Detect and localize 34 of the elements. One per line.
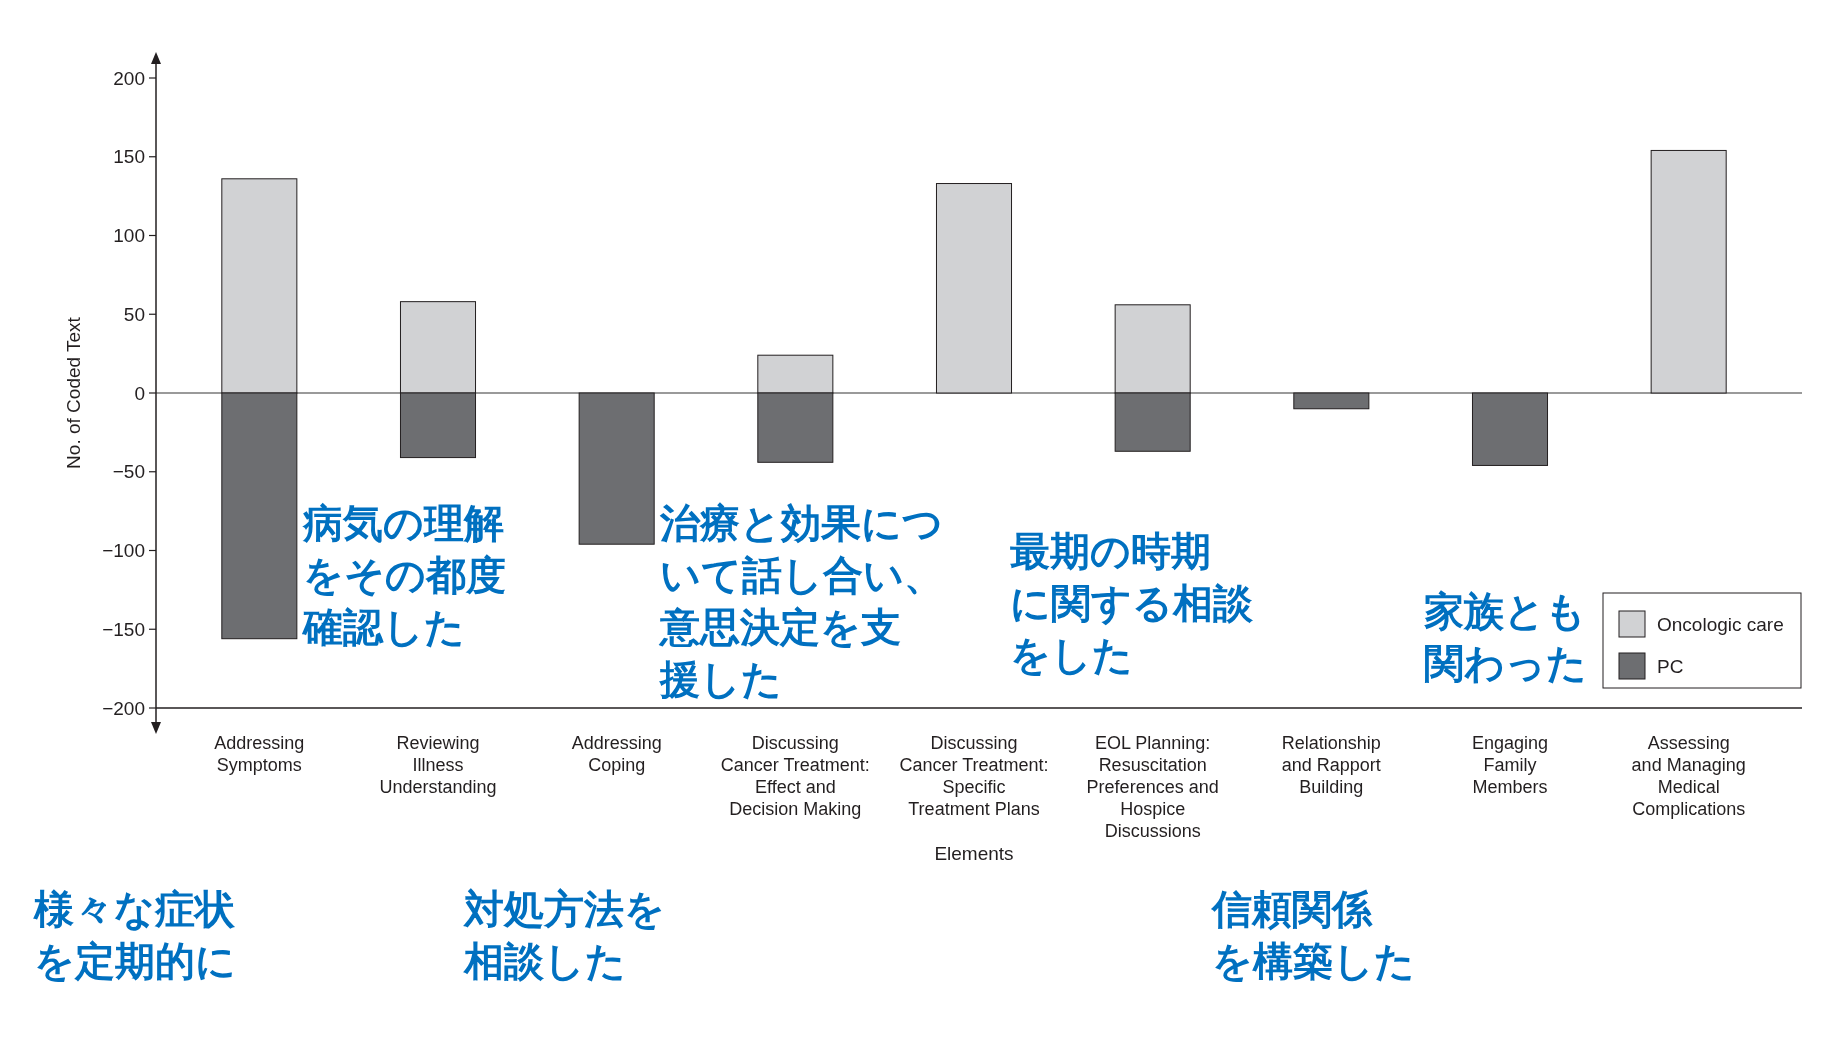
y-tick-label: −100 (102, 540, 145, 562)
text: 対処方法を相談した (463, 887, 665, 984)
bar (578, 392, 655, 545)
legend-label: Oncologic care (1657, 613, 1784, 635)
legend-label: PC (1657, 655, 1684, 677)
bar (1471, 392, 1549, 466)
x-tick-label: EOL Planning: Resuscitation Preferences and Hospice Discussions (1086, 733, 1219, 842)
y-tick-label: 0 (134, 382, 145, 404)
y-tick-label: 200 (113, 67, 145, 89)
text: 様々な症状を定期的に (33, 887, 236, 984)
x-tick-label: Reviewing Illness Understanding (379, 733, 497, 798)
y-tick-label: −150 (102, 618, 145, 640)
text: 信頼関係を構築した (1210, 887, 1415, 984)
y-axis-title: No. of Coded Text (63, 316, 84, 469)
x-tick-label: Addressing Coping (571, 733, 662, 776)
annotation: 治療と効果について話し合い、意思決定を支援した (658, 501, 944, 702)
x-tick-label: Discussing Cancer Treatment: Effect and Decision Making (720, 733, 870, 820)
y-tick-label: −200 (102, 697, 145, 719)
annotation: 最期の時期に関する相談をした (1010, 529, 1254, 678)
x-tick-label: Discussing Cancer Treatment: Specific Treatment Plans (899, 733, 1049, 820)
y-tick-label: 100 (113, 225, 145, 247)
x-tick-label: Engaging Family Members (1471, 733, 1549, 798)
y-tick-label: 50 (123, 303, 145, 325)
annotation: 病気の理解をその都度確認した (301, 501, 506, 650)
x-axis-title: Elements (934, 843, 1014, 864)
y-tick-label: −50 (112, 461, 145, 483)
annotation: 家族とも関わった (1424, 589, 1587, 686)
x-tick-label: Addressing Symptoms (214, 733, 305, 776)
bar (1650, 149, 1727, 394)
x-tick-label: Relationship and Rapport Building (1281, 733, 1381, 798)
x-tick-label: Assessing and Managing Medical Complications (1631, 733, 1746, 820)
bar (935, 183, 1013, 394)
y-tick-label: 150 (113, 146, 145, 168)
bar (1293, 392, 1370, 410)
